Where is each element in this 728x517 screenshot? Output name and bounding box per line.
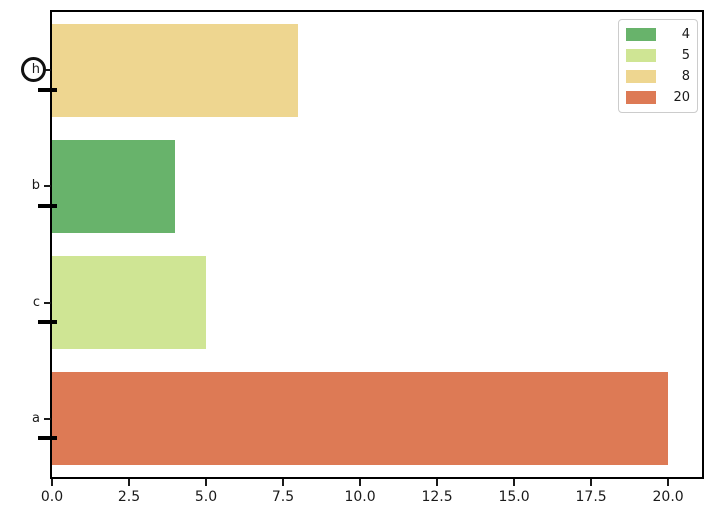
x-tick-mark — [128, 479, 130, 486]
legend-row: 5 — [626, 48, 690, 63]
legend: 4 5 8 20 — [618, 19, 698, 113]
x-tick-label: 15.0 — [498, 489, 530, 505]
annotation-circle — [21, 57, 46, 83]
y-tick-mark — [44, 301, 51, 304]
legend-label: 20 — [673, 90, 690, 105]
legend-label: 8 — [681, 69, 690, 84]
x-tick-mark — [667, 479, 670, 486]
legend-row: 4 — [626, 27, 690, 42]
x-tick-label: 20.0 — [652, 489, 684, 505]
x-tick-label: 12.5 — [421, 489, 453, 505]
y-tick-mark — [44, 185, 51, 188]
bold-tick-dash — [38, 436, 57, 441]
bar-b[interactable] — [52, 139, 176, 233]
x-tick-label: 10.0 — [344, 489, 376, 505]
legend-row: 8 — [626, 69, 690, 84]
legend-label: 4 — [681, 27, 690, 42]
bold-tick-dash — [38, 320, 57, 325]
x-tick-mark — [205, 479, 208, 486]
bar-a[interactable] — [52, 372, 669, 466]
y-tick-label-b[interactable]: b — [31, 178, 40, 194]
bold-tick-dash — [38, 87, 57, 92]
legend-swatch — [626, 49, 656, 62]
y-tick-label-a[interactable]: a — [32, 410, 40, 426]
x-tick-label: 7.5 — [271, 489, 295, 505]
y-tick-mark — [44, 69, 51, 72]
x-tick-mark — [359, 479, 362, 486]
x-tick-mark — [282, 479, 285, 486]
x-tick-mark — [436, 479, 439, 486]
bar-h[interactable] — [52, 23, 299, 117]
bar-c[interactable] — [52, 256, 207, 350]
legend-label: 5 — [681, 48, 690, 63]
x-tick-mark — [51, 479, 53, 486]
y-tick-label-c[interactable]: c — [32, 294, 40, 310]
bold-tick-dash — [38, 203, 57, 208]
legend-row: 20 — [626, 90, 690, 105]
x-tick-label: 2.5 — [117, 489, 141, 505]
legend-swatch — [626, 28, 656, 41]
x-tick-mark — [513, 479, 516, 486]
x-tick-label: 0.0 — [40, 489, 64, 505]
x-tick-label: 17.5 — [575, 489, 607, 505]
x-tick-mark — [590, 479, 593, 486]
legend-swatch — [626, 91, 656, 104]
legend-swatch — [626, 70, 656, 83]
x-tick-label: 5.0 — [194, 489, 218, 505]
y-tick-mark — [44, 417, 51, 420]
